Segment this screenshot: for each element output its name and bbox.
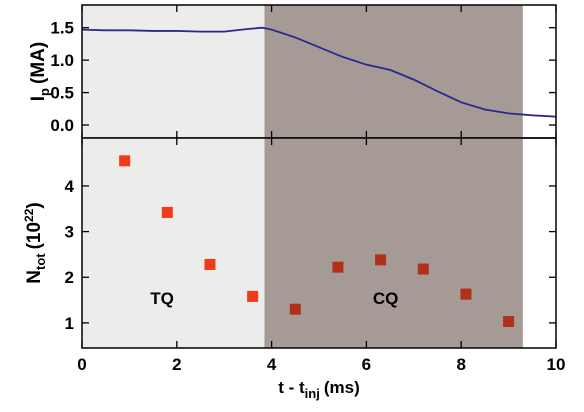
y-tick-label: 1 — [65, 314, 74, 333]
x-tick-label: 0 — [77, 355, 86, 374]
y-tick-label: 3 — [65, 223, 74, 242]
region-label: CQ — [373, 289, 399, 308]
x-tick-label: 2 — [172, 355, 181, 374]
x-tick-label: 10 — [547, 355, 566, 374]
marker — [417, 263, 429, 275]
y-tick-label: 1.0 — [50, 51, 74, 70]
label-part: 22 — [22, 208, 36, 222]
y-tick-label: 0.0 — [50, 116, 74, 135]
region — [264, 138, 523, 348]
marker — [375, 254, 387, 266]
label-part: (10 — [24, 222, 45, 249]
label-part: inj — [305, 386, 320, 401]
label-part: tot — [33, 253, 48, 270]
y-tick-label: 0.5 — [50, 84, 74, 103]
frame — [81, 137, 557, 349]
marker — [247, 290, 259, 302]
y-tick-label: 1.5 — [50, 19, 74, 38]
y-tick-label: 2 — [65, 268, 74, 287]
marker — [161, 206, 173, 218]
marker — [332, 261, 344, 273]
x-tick-label: 4 — [267, 355, 277, 374]
marker — [119, 155, 131, 167]
line — [81, 26, 557, 118]
y-axis-label: Ntot (1022) — [22, 202, 48, 284]
label-part: (MA) — [28, 42, 49, 84]
marker — [460, 288, 472, 300]
region — [82, 5, 265, 138]
x-tick-label: 8 — [456, 355, 465, 374]
x-tick-label: 6 — [362, 355, 371, 374]
label-part: t - t — [278, 378, 305, 397]
x-axis-label: t - tinj (ms) — [278, 378, 360, 401]
y-axis-label: Ip (MA) — [28, 42, 52, 101]
y-tick-label: 4 — [65, 177, 75, 196]
label-part: p — [37, 88, 52, 96]
label-part: ) — [24, 202, 45, 208]
marker — [204, 258, 216, 270]
label-part: (ms) — [324, 378, 360, 397]
region-label: TQ — [150, 289, 174, 308]
label-part: I — [28, 96, 49, 101]
marker — [289, 303, 301, 315]
label-part: N — [24, 270, 45, 284]
region — [82, 138, 265, 348]
marker — [503, 316, 515, 328]
